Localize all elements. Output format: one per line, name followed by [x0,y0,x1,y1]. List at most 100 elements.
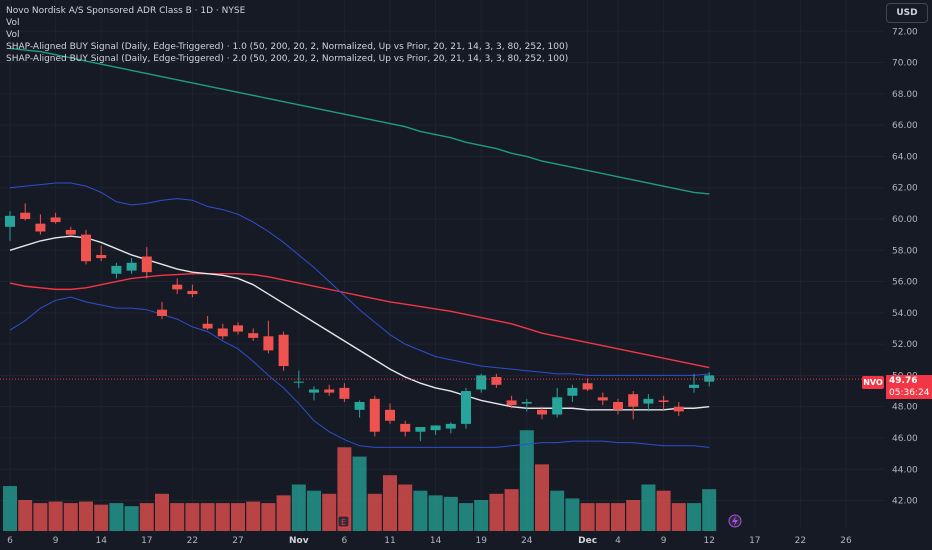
candle [248,328,259,341]
volume-bar [580,503,595,531]
time-tick-label: 9 [661,536,667,546]
legend-vol-1[interactable]: Vol [6,18,20,28]
volume-bar [550,490,565,531]
svg-text:E: E [341,518,346,527]
symbol-price-tag: NVO [862,376,884,389]
last-price-label: 49.76 05:36:24 [886,375,932,399]
volume-bar [626,500,641,531]
candle [96,245,107,262]
price-tick-label: 42.00 [892,497,918,507]
price-tick-label: 48.00 [892,403,918,413]
time-tick-label: 24 [521,536,533,546]
candle [385,403,395,424]
candle [643,394,654,412]
volume-bar [33,503,48,531]
legend-signal-2[interactable]: SHAP-Aligned BUY Signal (Daily, Edge-Tri… [6,54,569,64]
time-tick-label: 9 [53,536,59,546]
candle [704,372,715,387]
volume-bar [687,503,701,531]
candle [81,229,91,265]
price-tick-label: 62.00 [892,184,918,194]
candle [263,320,274,354]
price-tick-label: 46.00 [892,434,918,444]
volume-bar [200,503,215,531]
time-tick-label: Nov [289,536,309,546]
time-tick-label: 12 [703,536,714,546]
currency-button[interactable]: USD [886,3,928,23]
time-tick-label: 11 [384,536,395,546]
volume-bar [489,493,504,531]
price-tick-label: 68.00 [892,90,918,100]
candle [339,383,350,402]
volume-bar [231,503,245,531]
price-tick-label: 66.00 [892,121,918,131]
candle [369,395,380,437]
volume-bar [94,504,109,531]
candle [324,384,335,396]
volume-bar [109,503,124,531]
candle [628,391,639,420]
dividend-lightning-icon[interactable] [728,514,742,528]
time-tick-label: 19 [475,536,487,546]
volume-bar [443,496,458,531]
volume-bar [3,486,17,531]
candle [476,373,487,393]
legend-vol-2[interactable]: Vol [6,30,20,40]
candle [658,395,669,410]
time-tick-label: 26 [840,536,852,546]
volume-bar [656,490,671,531]
price-axis[interactable]: 42.0044.0046.0048.0050.0052.0054.0056.00… [892,27,918,506]
volume-bar [139,503,154,531]
volume-bar [459,503,473,531]
volume-bar [671,503,686,531]
candle [172,278,183,295]
bar-countdown: 05:36:24 [889,388,930,398]
candle [126,258,137,274]
volume-bar [246,501,261,531]
volume-bar [641,484,656,531]
volume-bar [276,495,291,531]
candle [111,262,122,279]
time-tick-label: 4 [615,536,621,546]
time-tick-label: 17 [749,536,760,546]
time-axis[interactable]: 6 9 14 17 22 27 Nov 6 11 14 19 24 Dec 4 9 12 17 22 26 [7,536,852,546]
candle [309,386,319,401]
volume-bar [170,503,185,531]
time-tick-label: 14 [430,536,442,546]
legend-signal-1[interactable]: SHAP-Aligned BUY Signal (Daily, Edge-Tri… [6,42,569,52]
volume-bars [3,430,717,531]
volume-bar [428,495,443,531]
candle [354,400,365,418]
volume-bar [337,447,352,531]
volume-bar [291,484,306,531]
volume-bar [18,500,33,531]
price-tick-label: 64.00 [892,152,918,162]
indicator-lines [9,47,710,448]
candle [20,203,31,221]
earnings-marker[interactable]: E [337,515,350,528]
candle [491,373,502,388]
time-tick-label: Dec [578,536,597,546]
legend-title[interactable]: Novo Nordisk A/S Sponsored ADR Class B ·… [6,6,246,16]
volume-bar [352,456,367,531]
price-tick-label: 70.00 [892,59,918,69]
candle [400,420,411,437]
candle [461,387,471,429]
price-tick-label: 52.00 [892,340,918,350]
line-bb_lower [9,296,710,448]
price-tick-label: 44.00 [892,465,918,475]
candle [157,301,167,320]
candle [233,322,243,335]
volume-bar [124,506,139,531]
time-tick-label: 14 [95,536,107,546]
candle [597,392,608,406]
candle [35,214,46,235]
candle [50,212,61,224]
volume-bar [702,489,717,531]
time-tick-label: 22 [187,536,198,546]
volume-bar [474,500,489,531]
volume-bar [48,501,63,531]
volume-bar [413,490,428,531]
line-bb_mid [9,235,710,411]
